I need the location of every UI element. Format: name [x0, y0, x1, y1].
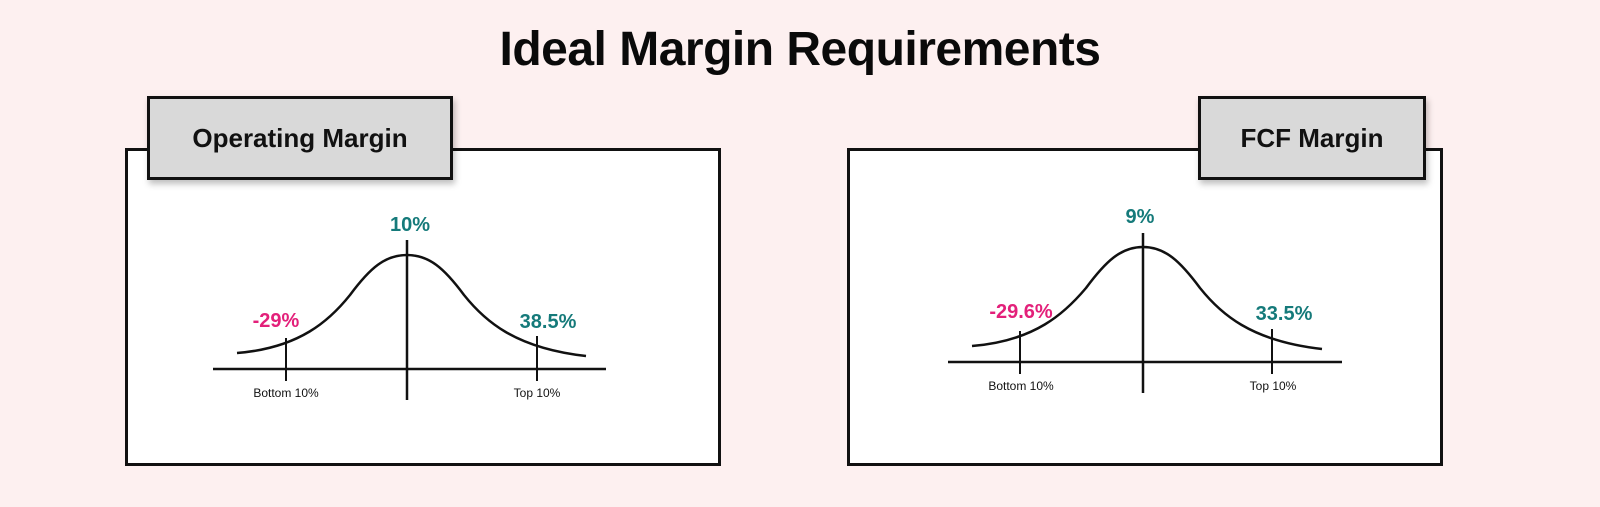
top-value-label: 33.5%: [1256, 303, 1313, 325]
bottom-value-label: -29.6%: [989, 301, 1053, 323]
bottom-tick-label: Bottom 10%: [253, 386, 319, 400]
operating-margin-panel: [125, 148, 721, 466]
fcf-margin-heading: FCF Margin: [1198, 96, 1426, 180]
top-value-label: 38.5%: [520, 311, 577, 333]
mean-value-label: 9%: [1126, 206, 1155, 228]
bottom-value-label: -29%: [253, 310, 300, 332]
operating-margin-heading: Operating Margin: [147, 96, 453, 180]
distribution-curve: [236, 253, 587, 358]
bottom-tick-label: Bottom 10%: [988, 379, 1054, 393]
mean-value-label: 10%: [390, 214, 430, 236]
fcf-margin-panel: [847, 148, 1443, 466]
top-tick-label: Top 10%: [514, 386, 561, 400]
distribution-curve: [971, 245, 1323, 351]
page-title: Ideal Margin Requirements: [499, 23, 1101, 76]
top-tick-label: Top 10%: [1250, 379, 1297, 393]
